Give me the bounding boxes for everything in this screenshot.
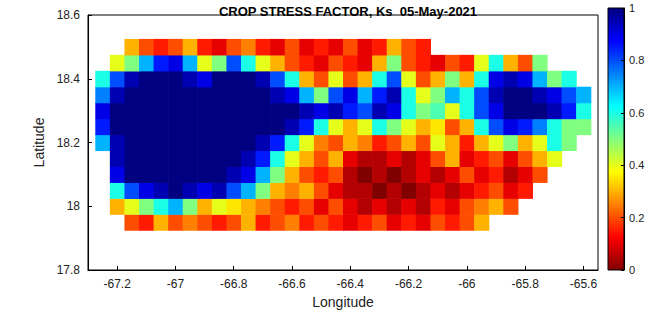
svg-text:CROP STRESS FACTOR, Ks 05-May: CROP STRESS FACTOR, Ks 05-May-2021 [219,4,477,19]
svg-text:18: 18 [67,199,81,213]
svg-text:-67.2: -67.2 [103,277,131,291]
svg-text:1: 1 [629,2,635,14]
svg-text:18.4: 18.4 [57,72,81,86]
svg-text:0.6: 0.6 [629,107,644,119]
svg-text:-66.4: -66.4 [337,277,365,291]
svg-text:18.6: 18.6 [57,8,81,22]
svg-text:18.2: 18.2 [57,136,81,150]
svg-text:-67: -67 [167,277,185,291]
svg-text:0: 0 [629,264,635,276]
svg-text:17.8: 17.8 [57,263,81,277]
svg-text:0.8: 0.8 [629,54,644,66]
svg-text:0.2: 0.2 [629,212,644,224]
svg-text:Latitude: Latitude [31,117,47,167]
svg-text:-66: -66 [458,277,476,291]
svg-text:0.4: 0.4 [629,159,644,171]
svg-text:Longitude: Longitude [312,294,374,310]
svg-text:-66.8: -66.8 [220,277,248,291]
svg-text:-65.6: -65.6 [570,277,598,291]
svg-text:-65.8: -65.8 [511,277,539,291]
svg-text:-66.2: -66.2 [395,277,423,291]
svg-text:-66.6: -66.6 [278,277,306,291]
